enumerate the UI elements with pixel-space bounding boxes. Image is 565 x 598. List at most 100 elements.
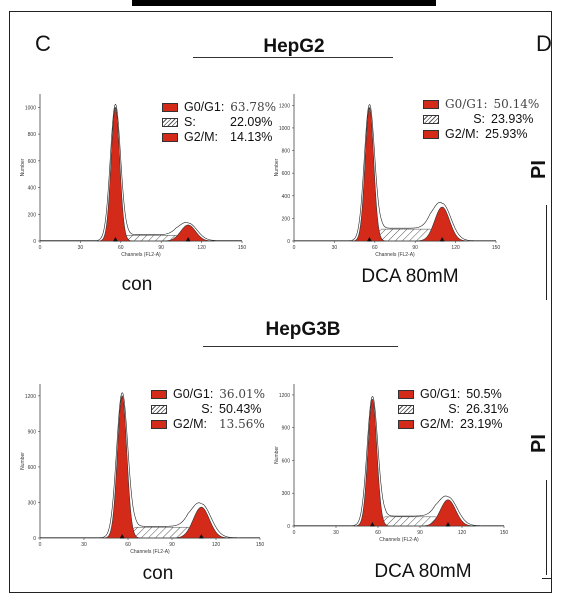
- y-tick-label: 800: [282, 149, 291, 155]
- legend-row-g2m: G2/M: 14.13%: [162, 130, 276, 145]
- g2m-peak: [172, 506, 230, 539]
- peak-marker: [369, 522, 375, 527]
- y-axis-label: Number: [20, 158, 26, 176]
- legend-row-g2m: G2/M: 13.56%: [151, 417, 265, 432]
- legend-row-s: S: 50.43%: [151, 402, 265, 417]
- legend-swatch: [423, 100, 439, 109]
- y-tick-label: 600: [28, 465, 37, 471]
- legend-value: 23.93%: [491, 112, 534, 126]
- histogram-envelope: [294, 104, 496, 241]
- legend-value: 13.56%: [219, 417, 265, 431]
- histogram-chart: 0 200 400 600 800 1000 0 30 60 90 120 150 Channels (…: [20, 94, 246, 258]
- panel-letter-c: C: [35, 31, 51, 56]
- peak-marker: [198, 534, 204, 539]
- legend-value: 26.31%: [466, 402, 509, 416]
- legend-row-g0g1: G0/G1: 63.78%: [162, 100, 276, 115]
- legend-swatch: [162, 133, 178, 142]
- panel-letter-d: D: [536, 31, 552, 56]
- y-tick-label: 1000: [25, 105, 36, 111]
- legend-value: 25.93%: [485, 127, 528, 141]
- group-title-hepg3b: HepG3B: [265, 319, 341, 340]
- x-tick-label: 0: [39, 542, 42, 548]
- x-tick-label: 120: [458, 530, 467, 536]
- group-title-underline: [193, 57, 393, 58]
- legend-1-0: G0/G1: 36.01% S: 50.43% G2/M: 13.56%: [151, 387, 265, 432]
- legend-row-g0g1: G0/G1: 50.5%: [398, 387, 508, 402]
- histogram-envelope: [40, 392, 260, 538]
- x-tick-label: 150: [256, 542, 265, 548]
- x-tick-label: 90: [158, 245, 164, 251]
- pi-arrow-line: [546, 480, 547, 575]
- legend-0-1: G0/G1: 50.14% S: 23.93% G2/M: 25.93%: [423, 97, 539, 142]
- x-tick-label: 30: [332, 245, 338, 251]
- legend-0-0: G0/G1: 63.78% S: 22.09% G2/M: 14.13%: [162, 100, 276, 145]
- x-tick-label: 150: [500, 530, 509, 536]
- y-tick-label: 0: [287, 239, 290, 245]
- legend-swatch: [423, 115, 439, 124]
- peak-marker: [185, 237, 191, 242]
- s-phase-area: [368, 228, 443, 242]
- legend-1-1: G0/G1: 50.5% S: 26.31% G2/M: 23.19%: [398, 387, 508, 432]
- g2m-peak: [415, 206, 469, 242]
- legend-row-g2m: G2/M: 25.93%: [423, 127, 539, 142]
- s-phase-area: [121, 526, 203, 539]
- legend-label: G0/G1:: [445, 97, 488, 111]
- legend-swatch: [151, 405, 167, 414]
- pi-axis-label: PI: [527, 160, 550, 179]
- legend-label: S:: [201, 402, 213, 416]
- histogram-envelope: [294, 395, 504, 526]
- histogram-chart: 0 200 400 600 800 1000 1200 0 30 60 90 120 150 Channe…: [274, 94, 501, 258]
- g2m-peak: [161, 224, 215, 242]
- x-axis-label: Channels (FL2-A): [130, 549, 170, 555]
- legend-swatch: [162, 103, 178, 112]
- pi-axis-label: PI: [527, 434, 550, 453]
- y-tick-label: 600: [282, 458, 291, 464]
- x-tick-label: 120: [212, 542, 221, 548]
- y-tick-label: 900: [282, 426, 291, 432]
- legend-label: G2/M:: [173, 417, 208, 431]
- pi-arrow-line: [546, 205, 547, 300]
- histogram-chart: 0 300 600 900 1200 0 30 60 90 120 150 Channels (FL2…: [274, 384, 509, 543]
- legend-label: G0/G1:: [184, 100, 225, 114]
- legend-value: 50.43%: [219, 402, 262, 416]
- panel-caption: DCA 80mM: [374, 561, 472, 582]
- legend-label: G0/G1:: [173, 387, 214, 401]
- g0g1-peak: [351, 107, 387, 242]
- x-tick-label: 60: [372, 245, 378, 251]
- legend-swatch: [398, 420, 414, 429]
- x-tick-label: 150: [492, 245, 501, 251]
- g0g1-peak: [354, 398, 391, 527]
- g0g1-peak: [103, 395, 142, 539]
- y-tick-label: 800: [28, 132, 37, 138]
- peak-marker: [366, 237, 372, 242]
- y-axis-label: Number: [274, 158, 280, 176]
- y-tick-label: 1200: [279, 393, 290, 399]
- histogram-panel: 0 200 400 600 800 1000 0 30 60 90 120 150 Channels (…: [18, 88, 250, 268]
- x-tick-label: 30: [81, 542, 87, 548]
- group-title-hepg2: HepG2: [263, 36, 325, 57]
- y-tick-label: 600: [28, 159, 37, 165]
- panel-caption: DCA 80mM: [361, 266, 459, 287]
- x-axis-label: Channels (FL2-A): [379, 537, 419, 543]
- y-tick-label: 1200: [25, 394, 36, 400]
- histogram-panel: 0 200 400 600 800 1000 1200 0 30 60 90 120 150 Channe…: [272, 88, 504, 268]
- legend-swatch: [398, 390, 414, 399]
- x-tick-label: 0: [39, 245, 42, 251]
- legend-label: G2/M:: [184, 130, 219, 144]
- legend-label: G2/M:: [420, 417, 455, 431]
- top-border-bar: [132, 0, 436, 6]
- x-tick-label: 60: [375, 530, 381, 536]
- legend-value: 50.14%: [493, 97, 540, 111]
- peak-marker: [119, 534, 125, 539]
- y-tick-label: 1200: [279, 103, 290, 109]
- legend-label: G2/M:: [445, 127, 480, 141]
- y-tick-label: 1000: [279, 126, 290, 132]
- s-phase-area: [115, 235, 189, 242]
- legend-row-g2m: G2/M: 23.19%: [398, 417, 508, 432]
- histogram-panel: 0 300 600 900 1200 0 30 60 90 120 150 Channels (FL2…: [18, 378, 268, 565]
- y-axis-label: Number: [274, 446, 280, 464]
- peak-marker: [112, 237, 118, 242]
- x-tick-label: 120: [451, 245, 460, 251]
- histogram-envelope: [40, 103, 242, 241]
- figure-frame: [9, 11, 552, 593]
